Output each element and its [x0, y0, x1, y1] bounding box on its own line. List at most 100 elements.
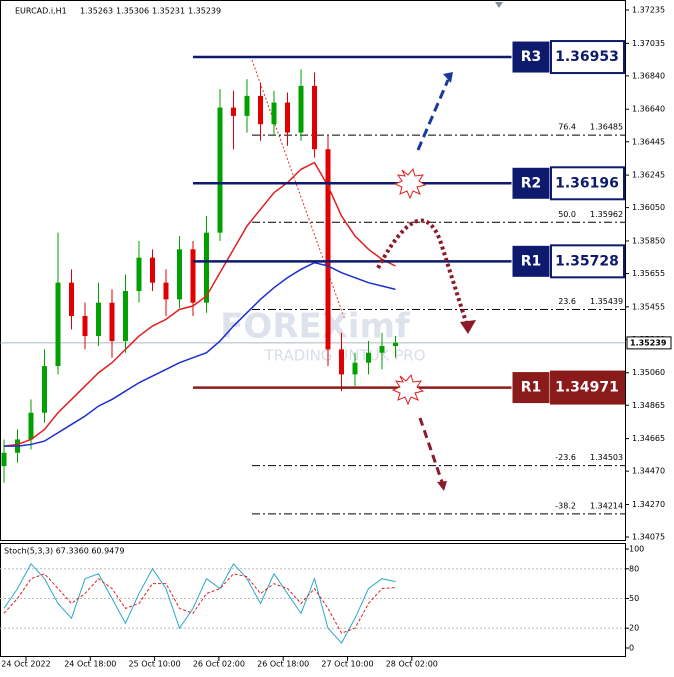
- fib-label: 76.4: [558, 123, 576, 132]
- y-tick-label: 0: [629, 644, 634, 653]
- fib-price: 1.36485: [590, 123, 623, 132]
- fib-price: 1.34503: [590, 453, 623, 462]
- level-tag: [511, 244, 551, 278]
- stoch-frame: [0, 543, 626, 657]
- candle-body: [136, 257, 142, 292]
- candle-body: [339, 349, 344, 375]
- candle-body: [244, 95, 250, 116]
- candle-body: [42, 366, 47, 413]
- y-tick-label: 1.37235: [632, 6, 665, 15]
- candle-body: [109, 302, 115, 342]
- watermark: FOREXimf: [220, 307, 411, 347]
- x-tick-label: 28 Oct 02:00: [386, 660, 438, 669]
- level-box: [550, 166, 625, 201]
- header-value: 1.35263: [80, 7, 113, 16]
- header-value: 1.35231: [152, 7, 185, 16]
- y-tick-label: 20: [629, 624, 639, 633]
- level-value: 1.36953: [555, 49, 619, 65]
- fib-label: 50.0: [558, 210, 576, 219]
- current-price: 1.35239: [630, 338, 667, 347]
- level-value: 1.34971: [555, 380, 619, 396]
- x-tick-label: 27 Oct 10:00: [321, 660, 373, 669]
- x-tick-label: 26 Oct 02:00: [193, 660, 245, 669]
- candle-body: [69, 282, 74, 317]
- candles: [1, 69, 398, 483]
- stoch-line: [3, 573, 396, 634]
- arrow-head: [437, 481, 447, 491]
- candle-body: [123, 291, 128, 342]
- y-tick-label: 50: [629, 594, 639, 603]
- x-tick-label: 25 Oct 10:00: [129, 660, 181, 669]
- candle-body: [379, 346, 385, 353]
- level-name: R1: [521, 380, 542, 396]
- candle-body: [163, 282, 169, 300]
- y-tick-label: 1.34075: [632, 532, 665, 541]
- burst: [391, 373, 425, 406]
- candle-body: [96, 302, 101, 337]
- y-tick-label: 1.35655: [632, 269, 665, 278]
- fib-label: -23.6: [555, 453, 576, 462]
- y-tick-label: 1.36445: [632, 137, 665, 146]
- level-value: 1.36196: [555, 175, 619, 191]
- header-value: 1.35306: [116, 7, 149, 16]
- candle-body: [217, 107, 223, 233]
- watermark: TRADING UNTUK PRO: [263, 347, 425, 365]
- stoch-title: Stoch(5,3,3) 67.3360 60.9479: [4, 547, 124, 556]
- moving-average: [4, 261, 396, 447]
- y-tick-label: 1.37035: [632, 39, 665, 48]
- arrows: [376, 72, 476, 491]
- y-tick-label: 1.34270: [632, 500, 665, 509]
- level-tag: [511, 371, 551, 405]
- moving-average: [3, 161, 396, 447]
- fib-price: 1.34214: [590, 501, 623, 510]
- x-tick-label: 24 Oct 18:00: [64, 660, 116, 669]
- fib-price: 1.35439: [590, 297, 623, 306]
- symbol: EURCAD.i,H1: [15, 7, 67, 16]
- y-tick-label: 1.35060: [632, 368, 665, 377]
- arrow: [416, 79, 450, 151]
- y-tick-label: 1.34865: [632, 401, 665, 410]
- level-box: [550, 244, 625, 279]
- candle-body: [177, 249, 182, 300]
- x-tick-label: 26 Oct 18:00: [257, 660, 309, 669]
- arrow: [376, 218, 468, 323]
- fib-label: 23.6: [558, 297, 576, 306]
- y-tick-label: 1.34665: [632, 434, 665, 443]
- candle-body: [325, 149, 331, 350]
- candle-body: [352, 362, 358, 375]
- y-tick-label: 1.34470: [632, 467, 665, 476]
- level-name: R1: [521, 253, 542, 269]
- current-price-box: [626, 336, 672, 350]
- y-tick-label: 100: [629, 545, 644, 554]
- y-tick-label: 80: [629, 564, 639, 573]
- candle-body: [366, 352, 371, 363]
- fib-price: 1.35962: [590, 210, 623, 219]
- candle-body: [298, 85, 304, 133]
- candle-body: [28, 412, 34, 440]
- candle-body: [204, 232, 209, 303]
- candle-body: [1, 452, 7, 467]
- arrow: [418, 417, 444, 483]
- y-tick-label: 1.35455: [632, 302, 665, 311]
- stoch-line: [3, 562, 396, 644]
- level-value: 1.35728: [555, 253, 619, 269]
- y-tick-label: 1.36245: [632, 171, 665, 180]
- candle-body: [393, 342, 398, 347]
- header-value: 1.35239: [188, 7, 221, 16]
- y-tick-label: 1.36640: [632, 105, 665, 114]
- candle-body: [285, 102, 290, 133]
- candle-body: [190, 249, 196, 303]
- level-name: R3: [521, 49, 542, 65]
- candle-body: [82, 316, 88, 337]
- candle-body: [150, 257, 155, 283]
- arrow-head: [443, 72, 453, 83]
- price-frame: [0, 0, 626, 541]
- burst: [393, 167, 427, 200]
- fib-label: -38.2: [555, 501, 576, 510]
- y-tick-label: 1.35850: [632, 236, 665, 245]
- candle-body: [55, 282, 61, 367]
- level-name: R2: [521, 175, 542, 191]
- y-tick-label: 1.36840: [632, 71, 665, 80]
- x-tick-label: 24 Oct 2022: [1, 660, 50, 669]
